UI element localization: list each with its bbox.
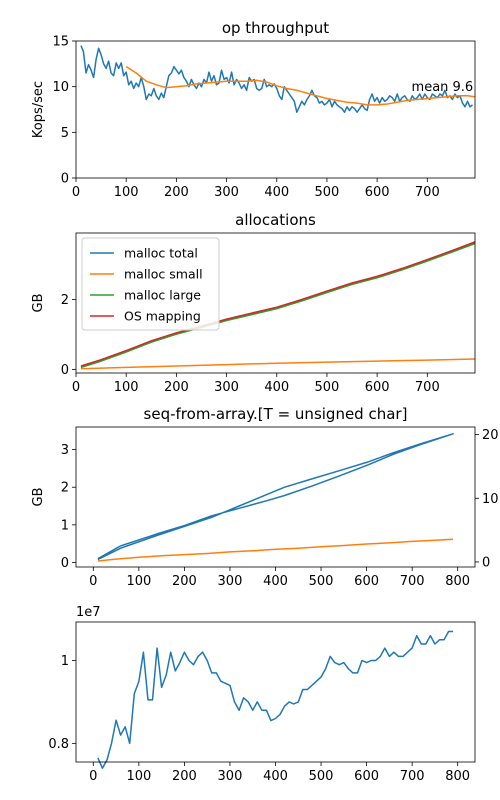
y-right-tick-label: 20 — [482, 428, 499, 443]
chart-title: allocations — [235, 211, 316, 229]
legend-label: malloc large — [124, 288, 201, 303]
chart-3: 0 100 200 300 400 500 600 700 800 0 1 2 3 0 10 20 seq-fr… — [31, 405, 499, 589]
chart-2: 0 100 200 300 400 500 600 700 0 2 allocations GB mal… — [31, 211, 476, 395]
y-tick-label: 0 — [61, 172, 69, 187]
x-tick-label: 600 — [354, 769, 379, 784]
y-tick-label: 1 — [61, 654, 69, 669]
series-line-OS-mapping — [80, 241, 476, 367]
mean-annotation: mean 9.6 — [412, 80, 474, 95]
offset-label: 1e7 — [76, 605, 101, 620]
x-tick-label: 200 — [164, 380, 189, 395]
x-tick-label: 400 — [264, 380, 289, 395]
series-line-1 — [97, 630, 454, 769]
x-tick-label: 500 — [309, 574, 334, 589]
x-tick-label: 500 — [315, 380, 340, 395]
y-tick-label: 2 — [61, 293, 69, 308]
series-line-2 — [97, 538, 454, 562]
legend-box — [81, 237, 220, 331]
x-tick-label: 100 — [126, 574, 151, 589]
x-tick-label: 0 — [89, 574, 97, 589]
y-tick-label: 15 — [52, 35, 69, 50]
x-tick-label: 600 — [365, 185, 390, 200]
y-tick-label: 5 — [61, 126, 69, 141]
y-tick-label: 1 — [61, 518, 69, 533]
x-tick-label: 200 — [172, 769, 197, 784]
y-tick-label: 2 — [61, 481, 69, 496]
x-tick-label: 400 — [263, 574, 288, 589]
y-right-tick-label: 0 — [482, 555, 490, 570]
legend-label: malloc small — [124, 267, 203, 282]
x-tick-label: 100 — [114, 185, 139, 200]
x-tick-label: 700 — [400, 574, 425, 589]
legend-label: malloc total — [124, 246, 198, 261]
legend-label: OS mapping — [124, 309, 201, 324]
y-axis-label: GB — [31, 488, 46, 507]
x-tick-label: 700 — [400, 769, 425, 784]
x-tick-label: 700 — [415, 380, 440, 395]
x-tick-label: 300 — [218, 769, 243, 784]
series-line-malloc-large — [80, 242, 476, 369]
series-line-1 — [80, 45, 473, 113]
x-tick-label: 800 — [445, 574, 470, 589]
x-tick-label: 600 — [354, 574, 379, 589]
y-right-tick-label: 10 — [482, 492, 499, 507]
y-axis-label: GB — [31, 294, 46, 313]
legend: malloc total malloc small malloc large OS m… — [81, 237, 220, 331]
y-tick-label: 0.8 — [48, 737, 69, 752]
axes-frame — [75, 426, 476, 568]
chart-title: op throughput — [222, 19, 329, 37]
x-tick-label: 200 — [172, 574, 197, 589]
series-line-1 — [97, 433, 454, 561]
x-tick-label: 600 — [365, 380, 390, 395]
x-tick-label: 500 — [315, 185, 340, 200]
x-tick-label: 0 — [72, 380, 80, 395]
x-tick-label: 800 — [445, 769, 470, 784]
x-tick-label: 0 — [89, 769, 97, 784]
x-tick-label: 100 — [126, 769, 151, 784]
x-tick-label: 700 — [415, 185, 440, 200]
x-tick-label: 300 — [214, 380, 239, 395]
x-tick-label: 0 — [72, 185, 80, 200]
x-tick-label: 300 — [218, 574, 243, 589]
y-axis-label: Kops/sec — [31, 81, 46, 138]
y-tick-label: 0 — [61, 556, 69, 571]
x-tick-label: 100 — [114, 380, 139, 395]
chart-title: seq-from-array.[T = unsigned char] — [144, 405, 408, 423]
x-tick-label: 200 — [164, 185, 189, 200]
x-tick-label: 400 — [263, 769, 288, 784]
series-line-malloc-small — [80, 358, 476, 370]
chart-1: 0 100 200 300 400 500 600 700 0 5 10 15 op throughpu… — [31, 19, 476, 200]
series-line-2 — [125, 65, 476, 106]
y-tick-label: 0 — [61, 363, 69, 378]
x-tick-label: 500 — [309, 769, 334, 784]
y-tick-label: 3 — [61, 443, 69, 458]
axes-frame — [75, 232, 476, 374]
x-tick-label: 400 — [264, 185, 289, 200]
axes-frame — [75, 40, 476, 179]
y-tick-label: 10 — [52, 80, 69, 95]
axes-frame — [75, 621, 476, 763]
chart-4: 0 100 200 300 400 500 600 700 800 0.8 1 1e7 — [48, 605, 476, 784]
x-tick-label: 300 — [214, 185, 239, 200]
